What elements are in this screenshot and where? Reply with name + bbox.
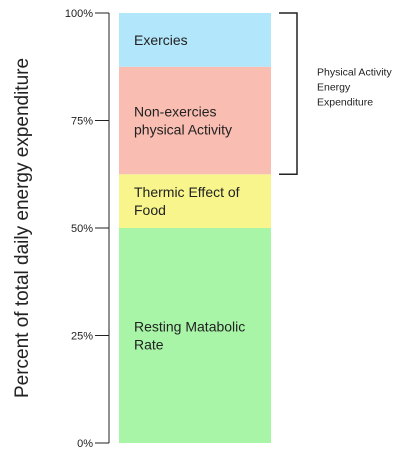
segment-label: Food (134, 202, 166, 218)
y-tick-label: 75% (71, 116, 93, 128)
segment-label: Thermic Effect of (134, 184, 240, 200)
bar-segment (119, 174, 271, 228)
y-tick-label: 25% (71, 331, 93, 343)
bar-segment (119, 13, 271, 67)
segment-label: Resting Matabolic (134, 319, 245, 335)
segment-label: Rate (134, 337, 164, 353)
y-axis-label: Percent of total daily energy expenditur… (12, 58, 33, 398)
bar-segments: Resting Matabolic Rate Thermic Effect of Fo… (119, 13, 271, 443)
segment-label: physical Activity (134, 122, 232, 138)
segment-label: Exercies (134, 32, 188, 48)
segment-label: Non-exercies (134, 104, 216, 120)
y-tick-label: 0% (77, 438, 93, 450)
bracket-label: Physical Activity (317, 67, 392, 79)
bracket-label: Energy (317, 82, 351, 94)
bracket (279, 12, 298, 175)
bar-segment (119, 66, 271, 175)
y-tick-label: 100% (65, 8, 93, 20)
bracket-label: Expenditure (317, 97, 373, 109)
physical-activity-bracket: Physical Activity Energy Expenditure (279, 12, 392, 175)
bar-segment (119, 228, 271, 443)
y-tick-label: 50% (71, 223, 93, 235)
y-axis-ticks: 0% 25% 50% 75% 100% (65, 8, 109, 450)
